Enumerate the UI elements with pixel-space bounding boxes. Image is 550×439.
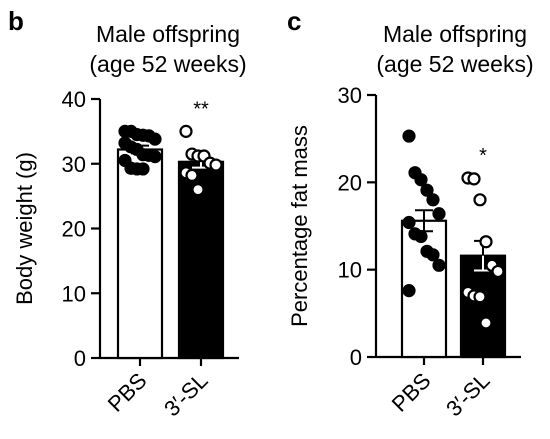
data-point: [402, 129, 416, 143]
y-axis-label: Body weight (g): [12, 152, 37, 305]
panel-c: c Male offspring (age 52 weeks) 0 10 20 30 P…: [287, 6, 534, 421]
data-point: [426, 248, 440, 262]
y-tick-label: 10: [62, 281, 86, 306]
data-point: [148, 150, 162, 164]
chart-title-line2: (age 52 weeks): [89, 51, 246, 77]
data-point: [402, 215, 416, 230]
data-point: [209, 158, 223, 172]
data-point: [479, 316, 493, 330]
y-tick-label: 0: [350, 345, 362, 370]
panel-letter: b: [8, 6, 24, 36]
data-point: [432, 258, 446, 272]
plot-area: 0 10 20 30 40 Body weight (g) PBS ** 3′-SL: [12, 87, 239, 421]
data-point: [148, 132, 162, 146]
y-tick-label: 40: [62, 87, 86, 112]
y-tick-label: 20: [338, 170, 362, 195]
data-point: [185, 168, 199, 183]
data-point: [136, 162, 150, 176]
data-point: [479, 235, 493, 249]
y-tick-label: 30: [338, 83, 362, 108]
panel-letter: c: [287, 6, 301, 36]
bar-control: [116, 148, 164, 360]
data-point: [414, 173, 428, 187]
x-category-label: 3′-SL: [159, 368, 212, 421]
significance-marker: **: [193, 98, 209, 120]
y-axis-label: Percentage fat mass: [287, 125, 312, 327]
y-tick-label: 30: [62, 152, 86, 177]
data-point: [426, 193, 440, 207]
plot-area: 0 10 20 30 Percentage fat mass PBS * 3′-SL: [287, 83, 521, 421]
data-point: [473, 193, 487, 207]
x-category-label: PBS: [387, 368, 436, 417]
y-tick-label: 0: [74, 346, 86, 371]
x-category-label: 3′-SL: [441, 368, 494, 421]
data-point: [473, 290, 487, 304]
data-point: [179, 124, 193, 138]
significance-marker: *: [479, 145, 487, 167]
panel-b: b Male offspring (age 52 weeks) 0 10 20 30 4…: [8, 6, 247, 421]
data-point: [491, 264, 505, 279]
chart-title-line2: (age 52 weeks): [376, 51, 533, 77]
data-point: [402, 284, 416, 298]
data-point: [191, 183, 205, 197]
y-tick-label: 10: [338, 258, 362, 283]
chart-title-line1: Male offspring: [383, 21, 527, 47]
x-category-label: PBS: [103, 368, 152, 417]
y-tick-label: 20: [62, 217, 86, 242]
data-point: [467, 172, 481, 186]
data-point: [420, 183, 434, 197]
data-point: [432, 207, 446, 221]
chart-title-line1: Male offspring: [96, 21, 240, 47]
data-point: [414, 229, 428, 244]
